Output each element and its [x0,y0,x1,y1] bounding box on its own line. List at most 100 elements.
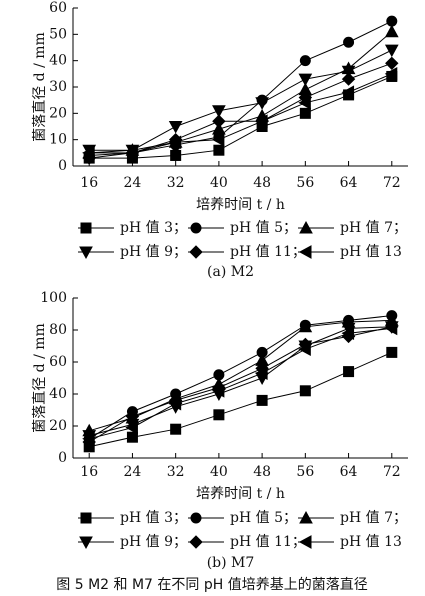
x-tick-label: 40 [210,464,228,480]
marker [385,56,399,71]
y-tick-label: 60 [49,0,67,16]
x-tick-label: 56 [296,175,314,191]
marker [82,145,95,160]
marker [211,383,225,398]
marker [213,409,225,421]
marker [341,85,355,100]
marker [255,366,268,381]
marker [341,326,355,341]
series-line [88,315,392,440]
legend-marker [299,510,313,524]
marker [255,114,268,129]
series-line [89,76,392,159]
marker [256,394,268,406]
legend-label: pH 值 11； [230,244,306,260]
legend-label: pH 值 7； [340,510,407,526]
marker [341,65,356,79]
marker [384,24,399,38]
marker [168,135,182,150]
marker [213,144,225,156]
legend-label: pH 值 3； [120,510,187,526]
x-tick-label: 64 [340,464,358,480]
legend-label: pH 值 7； [340,220,407,236]
marker [299,385,311,397]
marker [384,321,398,336]
marker [341,72,356,86]
marker [299,55,311,67]
marker [125,420,138,435]
marker [212,105,226,118]
series-line [89,326,392,437]
x-tick-label: 24 [124,464,142,480]
legend-marker [190,512,202,524]
x-tick-label: 56 [296,464,314,480]
legend-label: pH 值 5； [230,510,297,526]
x-tick-label: 72 [383,175,401,191]
x-tick-label: 64 [340,175,358,191]
marker [168,396,182,411]
marker [212,122,226,135]
series-line [89,49,393,151]
y-tick-label: 50 [49,26,67,42]
marker [298,73,313,87]
legend-label: pH 值 9； [120,534,187,550]
legend-label: pH 值 9； [120,244,187,260]
legend-label: pH 值 13 [340,244,402,260]
marker [170,423,182,435]
y-tick-label: 80 [49,322,67,338]
marker [298,95,311,110]
y-tick-label: 40 [49,53,67,69]
y-axis-title: 菌落直径 d / mm [31,32,48,142]
subtitle: (a) M2 [207,264,254,280]
legend-marker [79,246,93,260]
y-tick-label: 20 [49,105,67,121]
y-axis-title: 菌落直径 d / mm [31,323,48,433]
marker [298,342,311,357]
x-tick-label: 32 [167,175,185,191]
legend-label: pH 值 11； [230,534,306,550]
y-tick-label: 40 [49,386,67,402]
legend-marker [189,245,203,259]
y-tick-label: 0 [58,158,67,174]
marker [125,145,138,160]
x-tick-label: 40 [210,175,228,191]
y-tick-label: 60 [49,354,67,370]
x-tick-label: 48 [253,464,271,480]
x-tick-label: 16 [80,175,98,191]
x-axis-title: 培养时间 t / h [196,197,285,213]
legend-marker [189,535,203,549]
x-tick-label: 24 [124,175,142,191]
marker [343,36,355,48]
x-tick-label: 48 [253,175,271,191]
subtitle: (b) M7 [207,555,255,571]
marker [211,132,225,147]
marker [126,431,138,443]
x-tick-label: 32 [167,464,185,480]
x-axis-title: 培养时间 t / h [196,486,285,502]
y-tick-label: 30 [49,79,67,95]
marker [343,366,355,378]
legend-label: pH 值 13 [340,534,402,550]
legend-marker [79,536,93,550]
y-tick-label: 10 [49,132,67,148]
y-tick-label: 0 [58,450,67,466]
y-tick-label: 100 [40,290,67,306]
marker [299,107,311,119]
legend-label: pH 值 5； [230,220,297,236]
marker [170,149,182,161]
marker [298,319,313,333]
marker [386,346,398,358]
legend-marker [299,220,313,234]
marker [212,114,226,128]
y-tick-label: 20 [49,418,67,434]
legend-marker [80,512,92,524]
series-line [89,327,392,440]
series-line [89,73,392,154]
legend-label: pH 值 3； [120,220,187,236]
series-line [89,319,392,432]
legend-marker [80,222,92,234]
marker [125,409,140,424]
x-tick-label: 72 [383,464,401,480]
series-line [89,351,392,448]
